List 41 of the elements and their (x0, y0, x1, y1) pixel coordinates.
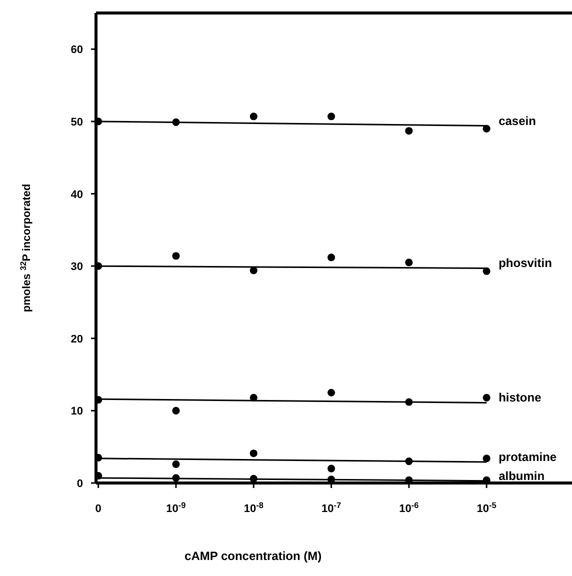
series-label: histone (498, 390, 542, 405)
x-tick-label: 10$^{-8}$ (244, 500, 264, 515)
x-tick-label: 10$^{-9}$ (166, 500, 186, 515)
point (482, 267, 490, 275)
point (250, 394, 258, 402)
y-tick-label: 0 (76, 478, 83, 490)
point (250, 112, 258, 120)
point (172, 252, 180, 260)
point (250, 474, 258, 482)
series-label: protamine (498, 450, 557, 464)
x-tick-label: 10$^{-7}$ (321, 500, 342, 515)
y-tick-label: 20 (70, 333, 83, 346)
point (482, 124, 490, 132)
point (405, 258, 413, 266)
x-axis-title: cAMP concentration (M) (184, 549, 322, 563)
point (172, 406, 180, 414)
x-tick-label: 10$^{-6}$ (399, 500, 420, 515)
point (172, 460, 180, 468)
point (327, 464, 336, 472)
series-label: casein (498, 114, 536, 128)
point (405, 458, 413, 466)
y-tick-label: 50 (70, 116, 83, 128)
point (405, 398, 413, 406)
y-tick-label: 60 (70, 44, 83, 56)
series-label: albumin (498, 468, 545, 483)
point (482, 454, 490, 462)
point (327, 254, 336, 262)
point (327, 112, 336, 120)
series-label: phosvitin (498, 256, 552, 270)
point (327, 388, 336, 396)
point (172, 118, 180, 126)
point (482, 394, 490, 402)
y-tick-label: 30 (70, 261, 83, 274)
y-tick-label: 10 (70, 406, 83, 418)
point (405, 127, 413, 135)
x-tick-label: 0 (95, 503, 102, 515)
point (250, 266, 258, 274)
y-tick-label: 40 (70, 188, 83, 201)
point (172, 474, 180, 482)
point (250, 450, 258, 458)
x-tick-label: 10$^{-5}$ (476, 500, 497, 515)
